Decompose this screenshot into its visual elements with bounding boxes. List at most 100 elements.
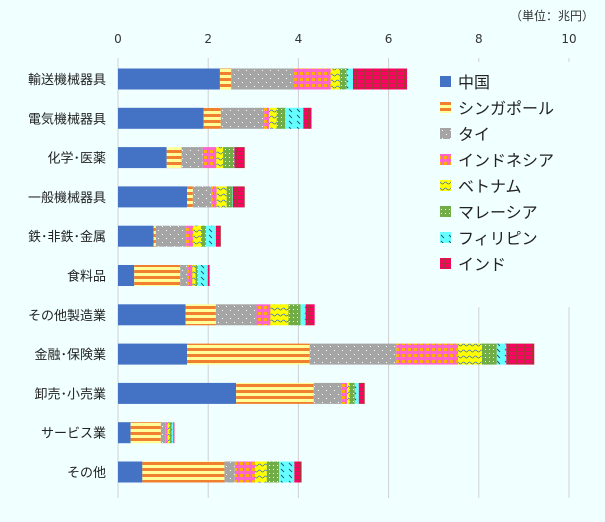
x-tick-label: 4	[295, 32, 303, 46]
bar-segment	[205, 225, 216, 247]
bar-segment	[219, 68, 232, 90]
legend-swatch	[440, 76, 451, 87]
category-label: 化学･医薬	[47, 151, 106, 167]
bar-segment	[207, 265, 210, 286]
bar-segment	[216, 147, 224, 169]
bar-segment	[171, 422, 174, 444]
category-label: 食料品	[67, 269, 106, 285]
category-label: 一般機械器具	[28, 190, 106, 206]
bar-segment	[231, 68, 294, 90]
bar-segment	[118, 147, 167, 169]
bar-segment	[200, 225, 206, 247]
bar-segment	[223, 147, 234, 169]
bar-segment	[346, 68, 353, 90]
bar-segment	[181, 147, 203, 169]
bar-segment	[313, 382, 342, 404]
bar-segment	[118, 422, 131, 444]
bar-segment	[339, 68, 347, 90]
x-tick-label: 2	[204, 32, 212, 46]
legend-label: タイ	[458, 125, 490, 144]
bar-segment	[269, 107, 277, 129]
bar-segment	[118, 186, 188, 208]
bar-segment	[303, 107, 312, 129]
legend-swatch	[440, 232, 451, 243]
category-label: 輸送機械器具	[28, 73, 106, 88]
bar-segment	[349, 382, 355, 404]
bar-segment	[134, 265, 181, 286]
bar-segment	[187, 265, 193, 286]
bar-segment	[236, 382, 314, 404]
legend-label: シンガポール	[458, 99, 554, 118]
bar-segment	[234, 147, 245, 169]
bar-segment	[169, 422, 172, 444]
bar-segment	[118, 382, 237, 404]
x-tick-label: 0	[114, 32, 122, 46]
bar-segment	[396, 343, 459, 365]
bar-segment	[506, 343, 535, 365]
bar-segment	[305, 304, 315, 326]
bar-segment	[276, 107, 286, 129]
legend-label: インドネシア	[458, 151, 554, 170]
bar-segment	[192, 265, 196, 286]
bar-segment	[309, 343, 397, 365]
category-label: その他製造業	[28, 308, 106, 324]
bar-segment	[300, 304, 306, 326]
legend-swatch	[440, 154, 451, 165]
bar-segment	[118, 304, 186, 326]
bar-segment	[142, 461, 225, 483]
bar-segment	[153, 225, 156, 247]
legend-swatch	[440, 258, 451, 269]
x-tick-label: 8	[475, 32, 483, 46]
legend-swatch	[440, 206, 451, 217]
legend-swatch	[440, 128, 451, 139]
x-tick-label: 10	[561, 32, 576, 46]
bar-segment	[186, 225, 194, 247]
bar-segment	[220, 107, 265, 129]
bar-segment	[187, 186, 193, 208]
category-label: 金融･保険業	[34, 347, 106, 363]
bar-segment	[202, 147, 217, 169]
bar-segment	[197, 265, 208, 286]
bar-segment	[195, 265, 198, 286]
legend-label: インド	[458, 255, 506, 274]
bar-segment	[330, 68, 340, 90]
bar-segment	[155, 225, 187, 247]
unit-label: （単位：兆円）	[510, 8, 594, 23]
legend-label: 中国	[458, 73, 490, 92]
bar-segment	[215, 225, 221, 247]
bar-segment	[255, 461, 267, 483]
legend-swatch	[440, 180, 451, 191]
bar-segment	[358, 382, 365, 404]
bar-segment	[118, 225, 154, 247]
bar-segment	[458, 343, 482, 365]
bar-segment	[130, 422, 161, 444]
bar-segment	[347, 382, 350, 404]
bar-segment	[215, 304, 257, 326]
bar-segment	[234, 461, 256, 483]
bar-segment	[160, 422, 166, 444]
category-label: 鉄･非鉄･金属	[28, 229, 106, 245]
category-label: 電気機械器具	[28, 111, 106, 127]
bar-segment	[118, 107, 204, 129]
legend-label: フィリピン	[458, 229, 538, 248]
bar-segment	[256, 304, 271, 326]
legend-label: ベトナム	[458, 177, 522, 196]
bar-segment	[288, 304, 301, 326]
bar-segment	[224, 461, 235, 483]
bar-segment	[192, 186, 212, 208]
bar-segment	[233, 147, 235, 169]
bar-segment	[211, 186, 217, 208]
bar-segment	[266, 461, 280, 483]
bar-segment	[341, 382, 348, 404]
legend-swatch	[440, 102, 451, 113]
bar-segment	[226, 186, 233, 208]
bar-segment	[216, 186, 227, 208]
bar-segment	[187, 343, 310, 365]
bar-segment	[232, 186, 234, 208]
bar-segment	[167, 422, 170, 444]
bar-segment	[118, 343, 188, 365]
bar-segment	[185, 304, 216, 326]
bar-segment	[118, 461, 143, 483]
